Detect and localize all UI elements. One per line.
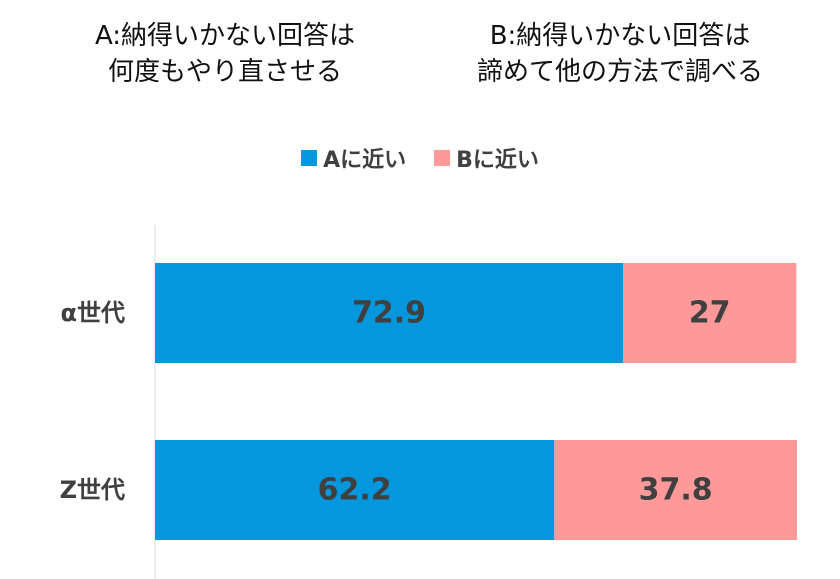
chart-legend: Aに近い Bに近い (0, 142, 840, 174)
data-label: 27 (689, 296, 731, 331)
caption-a-line-1: A:納得いかない回答は (94, 21, 356, 51)
bar-segment (155, 263, 624, 363)
data-label: 37.8 (639, 473, 713, 508)
caption-a-line-2: 何度もやり直させる (107, 57, 342, 87)
bar-segment (155, 440, 555, 540)
caption-option-b: B:納得いかない回答は 諦めて他の方法で調べる (450, 18, 790, 90)
legend-item-b: Bに近い (434, 142, 539, 174)
data-label: 72.9 (352, 296, 426, 331)
category-label: Z世代 (60, 476, 125, 504)
bar-segment (554, 440, 797, 540)
caption-b-line-2: 諦めて他の方法で調べる (476, 57, 763, 87)
legend-swatch-a (301, 150, 318, 166)
category-label: α世代 (61, 299, 126, 327)
bar-segment (623, 263, 797, 363)
caption-option-a: A:納得いかない回答は 何度もやり直させる (60, 18, 390, 90)
legend-label-a: Aに近い (323, 148, 407, 173)
legend-label-b: Bに近い (456, 148, 539, 173)
caption-b-line-1: B:納得いかない回答は (489, 21, 751, 51)
legend-swatch-b (434, 150, 451, 166)
legend-item-a: Aに近い (301, 142, 406, 174)
data-label: 62.2 (318, 473, 392, 508)
